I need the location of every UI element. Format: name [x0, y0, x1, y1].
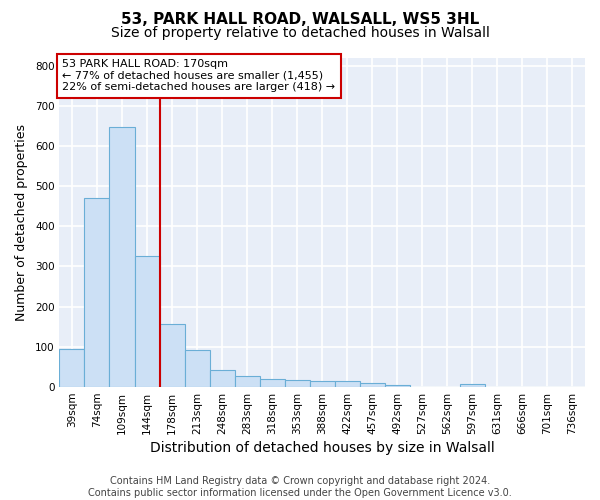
- Bar: [134, 256, 160, 387]
- Text: 53, PARK HALL ROAD, WALSALL, WS5 3HL: 53, PARK HALL ROAD, WALSALL, WS5 3HL: [121, 12, 479, 26]
- Text: 53 PARK HALL ROAD: 170sqm
← 77% of detached houses are smaller (1,455)
22% of se: 53 PARK HALL ROAD: 170sqm ← 77% of detac…: [62, 59, 335, 92]
- Bar: [160, 324, 185, 387]
- Bar: [284, 380, 310, 387]
- Text: Size of property relative to detached houses in Walsall: Size of property relative to detached ho…: [110, 26, 490, 40]
- Bar: [260, 379, 284, 387]
- Bar: [59, 349, 85, 387]
- Bar: [385, 384, 410, 387]
- Bar: [185, 350, 209, 387]
- Bar: [310, 381, 335, 387]
- Text: Contains HM Land Registry data © Crown copyright and database right 2024.
Contai: Contains HM Land Registry data © Crown c…: [88, 476, 512, 498]
- Bar: [109, 126, 134, 387]
- Bar: [209, 370, 235, 387]
- Bar: [235, 376, 260, 387]
- Bar: [335, 382, 360, 387]
- Bar: [460, 384, 485, 387]
- Y-axis label: Number of detached properties: Number of detached properties: [15, 124, 28, 321]
- X-axis label: Distribution of detached houses by size in Walsall: Distribution of detached houses by size …: [150, 441, 494, 455]
- Bar: [85, 198, 109, 387]
- Bar: [360, 384, 385, 387]
